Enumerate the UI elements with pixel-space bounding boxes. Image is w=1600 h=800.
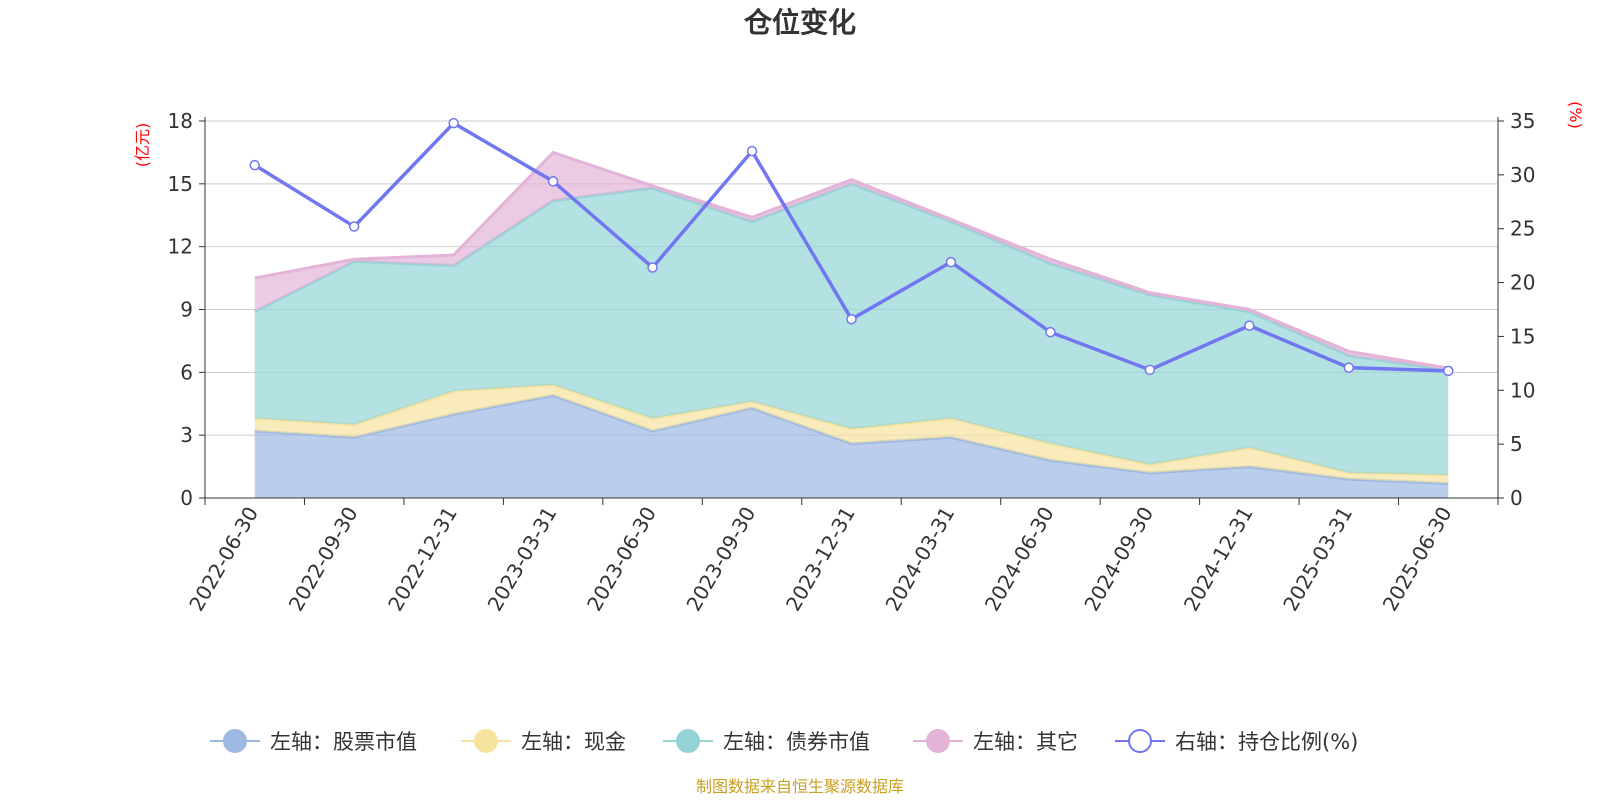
x-tick-label: 2024-09-30 [1079, 503, 1158, 616]
legend-label: 左轴：其它 [973, 730, 1078, 754]
x-tick-label: 2024-12-31 [1179, 503, 1258, 616]
area-cash [254, 384, 1449, 484]
right-tick-label: 30 [1510, 163, 1535, 187]
right-axis-unit: (%) [1566, 101, 1585, 129]
x-tick-label: 2024-06-30 [980, 503, 1059, 616]
legend-label: 左轴：债券市值 [723, 730, 870, 754]
ratio-point [1144, 364, 1156, 376]
legend-label: 左轴：股票市值 [270, 730, 417, 754]
legend-label: 右轴：持仓比例(%) [1175, 730, 1358, 754]
left-axis-unit: (亿元) [133, 123, 152, 168]
x-tick-label: 2022-09-30 [284, 503, 363, 616]
left-tick-label: 3 [180, 423, 193, 447]
ratio-point [1244, 320, 1255, 331]
ratio-line-series [249, 117, 1454, 377]
chart-title: 仓位变化 [744, 6, 856, 39]
ratio-point [746, 145, 758, 157]
area-series [254, 150, 1449, 498]
area-stock [254, 395, 1449, 498]
legend-item-cash[interactable]: 左轴：现金 [461, 729, 626, 754]
legend-symbol [1128, 729, 1152, 753]
ratio-point [448, 117, 459, 129]
ratio-point [249, 159, 260, 171]
legend-symbol [223, 729, 247, 753]
ratio-point [547, 176, 559, 187]
legend-item-ratio[interactable]: 右轴：持仓比例(%) [1115, 729, 1358, 754]
ratio-point [945, 256, 957, 268]
ratio-point [1343, 362, 1355, 373]
legend-item-other[interactable]: 左轴：其它 [913, 729, 1078, 754]
left-tick-label: 6 [180, 360, 193, 384]
data-source-note: 制图数据来自恒生聚源数据库 [696, 777, 904, 796]
left-tick-label: 0 [180, 486, 193, 510]
area-edge-other [254, 150, 1449, 370]
right-tick-label: 0 [1510, 486, 1523, 510]
right-tick-label: 35 [1510, 109, 1535, 133]
area-bond [254, 183, 1449, 475]
x-tick-label: 2023-09-30 [681, 503, 760, 616]
ratio-point [348, 221, 360, 232]
x-tick-label: 2022-12-31 [383, 502, 462, 615]
legend-item-stock[interactable]: 左轴：股票市值 [210, 729, 417, 754]
x-tick-label: 2023-03-31 [483, 503, 562, 616]
legend-symbol [926, 729, 950, 753]
x-tick-label: 2023-06-30 [582, 503, 661, 616]
legend-symbol [676, 729, 700, 753]
x-tick-label: 2024-03-31 [880, 503, 959, 616]
left-tick-label: 15 [168, 172, 193, 196]
x-tick-label: 2025-03-31 [1278, 503, 1357, 616]
right-tick-label: 15 [1510, 324, 1535, 348]
ratio-point [1443, 365, 1454, 377]
right-tick-label: 10 [1510, 378, 1535, 402]
ratio-point [647, 262, 658, 273]
legend-label: 左轴：现金 [521, 730, 626, 754]
x-tick-label: 2025-06-30 [1378, 503, 1457, 616]
right-tick-label: 25 [1510, 217, 1535, 241]
x-tick-label: 2023-12-31 [781, 503, 860, 616]
ratio-point [1045, 326, 1056, 338]
left-tick-label: 12 [168, 235, 193, 259]
left-tick-label: 9 [180, 298, 193, 322]
right-tick-label: 5 [1510, 432, 1523, 456]
x-tick-label: 2022-06-30 [184, 503, 263, 616]
right-tick-label: 20 [1510, 271, 1535, 295]
legend-symbol [474, 729, 498, 753]
legend-item-bond[interactable]: 左轴：债券市值 [663, 729, 870, 754]
ratio-point [846, 313, 857, 325]
left-tick-label: 18 [168, 109, 193, 133]
legend[interactable]: 左轴：股票市值 左轴：现金 左轴：债券市值 左轴：其它 右轴：持仓比例(%) [210, 729, 1358, 754]
